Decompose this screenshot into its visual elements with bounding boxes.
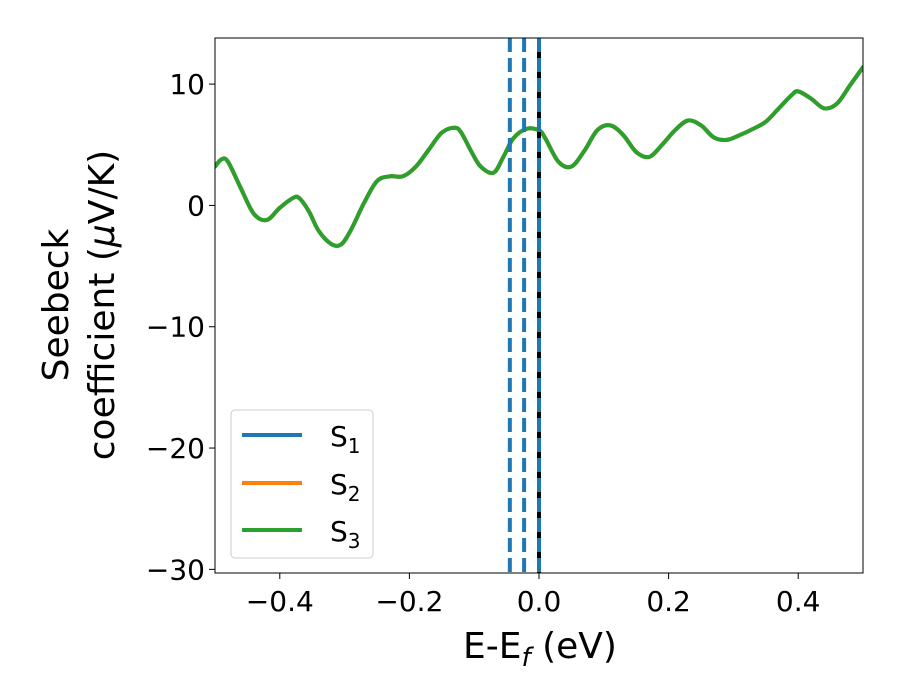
y-axis-label-line2: coefficient (μV/K) [82, 150, 123, 460]
x-axis-label-unit: (eV) [531, 626, 617, 667]
y-tick-label: −20 [146, 432, 205, 465]
legend-label-s1: S1 [330, 420, 361, 458]
y-axis-label-line1: Seebeck [36, 228, 77, 381]
legend: S1 S2 S3 [230, 409, 374, 559]
y-tick-label: −10 [146, 311, 205, 344]
legend-label-s2: S2 [330, 468, 361, 506]
y-tick-label: 0 [187, 189, 205, 222]
x-tick-label: −0.2 [375, 585, 443, 618]
y-axis: −30 −20 −10 0 10 [146, 68, 215, 586]
plot-area [215, 38, 863, 573]
legend-label-s3: S3 [330, 515, 361, 553]
x-tick-label: 0.4 [776, 585, 821, 618]
x-tick-label: 0.0 [517, 585, 562, 618]
y-axis-label-unit: V/K) [82, 150, 123, 224]
x-tick-label: 0.2 [646, 585, 691, 618]
x-axis: −0.4 −0.2 0.0 0.2 0.4 [246, 573, 821, 618]
series-line-s3 [215, 65, 863, 248]
y-axis-label-mu: μ [82, 224, 123, 248]
y-tick-label: 10 [169, 68, 205, 101]
x-axis-label: E-Ef (eV) [463, 626, 617, 673]
x-tick-label: −0.4 [246, 585, 314, 618]
y-tick-label: −30 [146, 553, 205, 586]
y-axis-label: Seebeck coefficient (μV/K) [36, 150, 123, 460]
